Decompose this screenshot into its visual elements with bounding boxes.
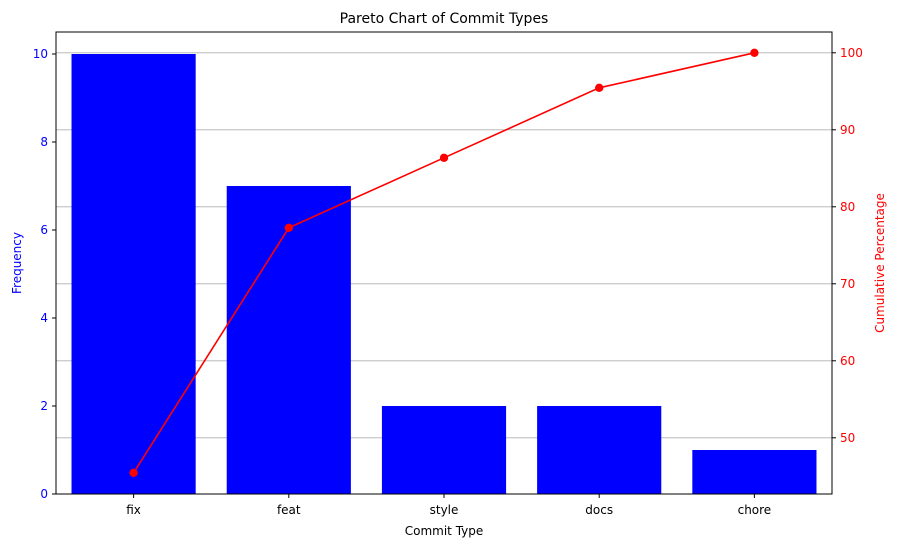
x-tick-label: style	[430, 503, 459, 517]
y-axis-left: 0 2 4 6 8 10	[33, 47, 56, 501]
y2-axis-label: Cumulative Percentage	[873, 193, 887, 333]
bars-layer	[71, 54, 817, 494]
x-tick-label: feat	[277, 503, 301, 517]
y-tick-label: 4	[40, 311, 48, 325]
y2-tick-label: 90	[840, 123, 855, 137]
y2-tick-label: 60	[840, 354, 855, 368]
y-tick-label: 10	[33, 47, 48, 61]
y-axis-right: 50 60 70 80 90 100	[832, 46, 863, 445]
x-tick-label: chore	[738, 503, 772, 517]
y-tick-label: 6	[40, 223, 48, 237]
y-tick-label: 0	[40, 487, 48, 501]
cumulative-point	[284, 223, 293, 233]
cumulative-line-layer	[129, 48, 759, 478]
bar	[537, 406, 662, 494]
x-tick-label: fix	[126, 503, 141, 517]
x-tick-label: docs	[585, 503, 613, 517]
bar	[71, 54, 196, 494]
y2-tick-label: 80	[840, 200, 855, 214]
cumulative-point	[129, 468, 138, 478]
y2-tick-label: 70	[840, 277, 855, 291]
cumulative-point	[439, 153, 449, 163]
x-axis-label: Commit Type	[405, 524, 484, 538]
cumulative-point	[750, 48, 759, 57]
bar	[692, 450, 817, 494]
cumulative-point	[595, 83, 604, 93]
y2-tick-label: 50	[840, 431, 855, 445]
y2-tick-label: 100	[840, 46, 863, 60]
y-axis-label: Frequency	[10, 232, 24, 294]
y-tick-label: 2	[40, 399, 48, 413]
x-axis: fix feat style docs chore	[126, 494, 771, 517]
bar	[381, 406, 507, 494]
chart-title: Pareto Chart of Commit Types	[340, 11, 549, 27]
bar	[226, 186, 351, 494]
y-tick-label: 8	[40, 135, 48, 149]
